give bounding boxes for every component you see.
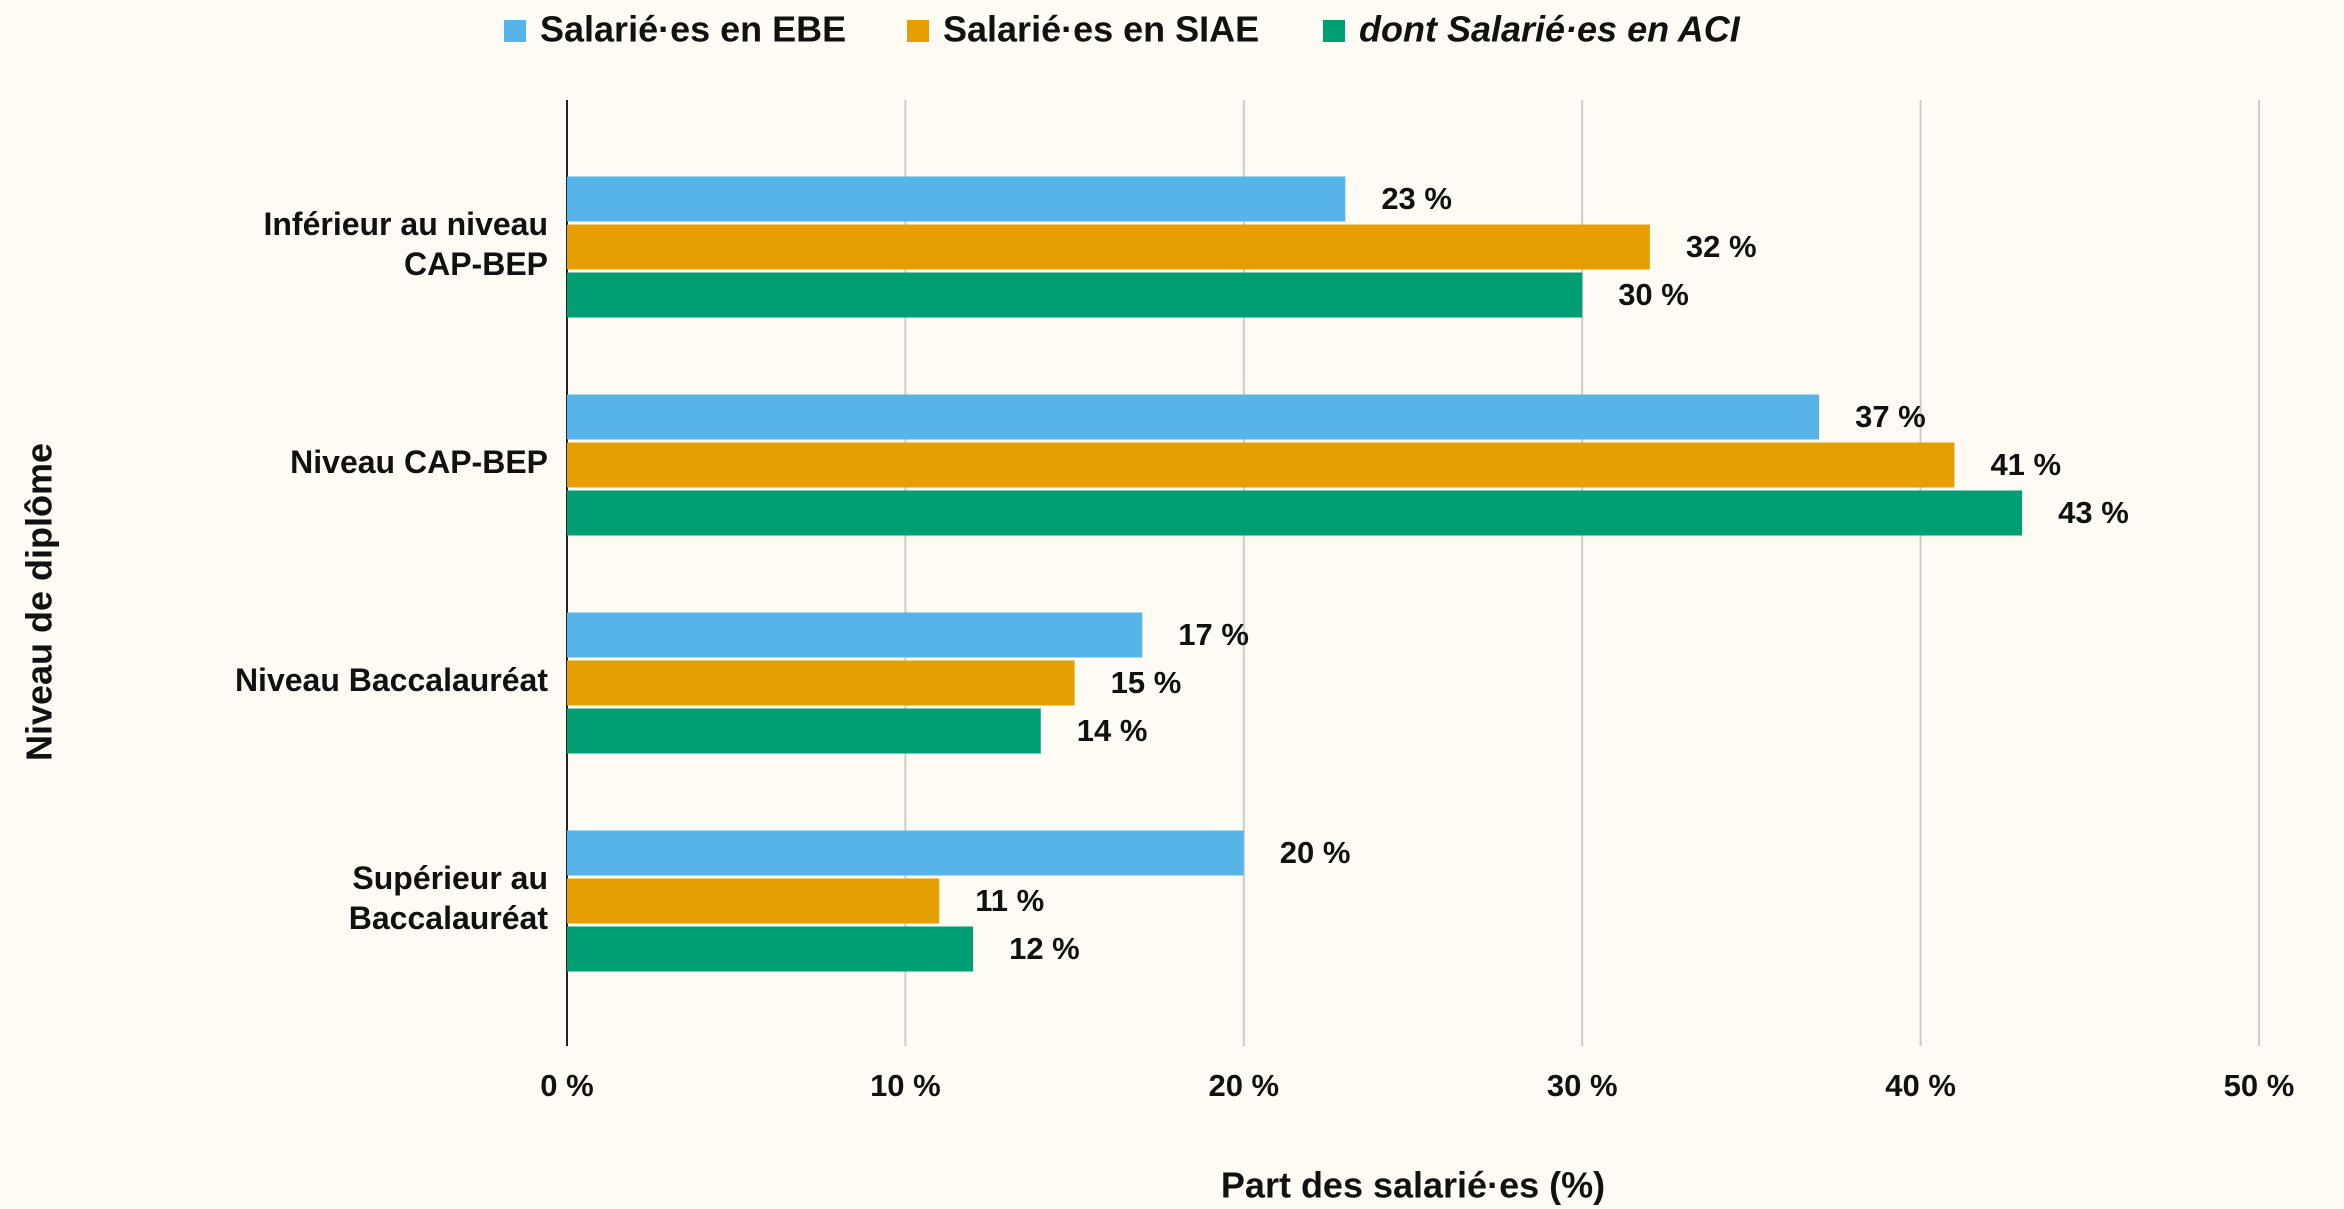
data-label: 37 % [1855, 399, 1926, 434]
y-tick-label-line: Niveau Baccalauréat [235, 662, 548, 698]
bar [567, 490, 2023, 536]
legend-swatch [907, 20, 929, 42]
bar [567, 394, 1820, 440]
legend-swatch [504, 20, 526, 42]
bar [567, 224, 1650, 270]
x-tick-label: 40 % [1885, 1068, 1956, 1103]
x-tick-label: 50 % [2224, 1068, 2295, 1103]
bar [567, 272, 1583, 318]
data-label: 14 % [1077, 713, 1148, 748]
legend-label: Salarié·es en EBE [540, 9, 846, 50]
data-label: 43 % [2058, 495, 2129, 530]
data-label: 20 % [1280, 835, 1351, 870]
data-label: 23 % [1381, 181, 1452, 216]
data-label: 12 % [1009, 931, 1080, 966]
legend-swatch [1323, 20, 1345, 42]
bar [567, 878, 940, 924]
bar [567, 442, 1955, 488]
y-axis-label: Niveau de diplôme [19, 443, 60, 761]
data-label: 11 % [975, 883, 1044, 918]
data-label: 32 % [1686, 229, 1757, 264]
x-tick-label: 10 % [870, 1068, 941, 1103]
x-tick-label: 30 % [1547, 1068, 1618, 1103]
legend-label: Salarié·es en SIAE [943, 9, 1259, 50]
y-tick-label: Supérieur au Baccalauréat [349, 860, 549, 936]
y-tick-label-line: Supérieur au [352, 860, 548, 896]
bar [567, 612, 1143, 658]
data-label: 30 % [1618, 277, 1689, 312]
y-tick-label: Niveau CAP-BEP [290, 444, 548, 480]
y-tick-label-line: Inférieur au niveau [263, 206, 548, 242]
y-tick-label: Niveau Baccalauréat [235, 662, 548, 698]
y-tick-label-line: Niveau CAP-BEP [290, 444, 548, 480]
data-label: 17 % [1178, 617, 1249, 652]
bar [567, 708, 1041, 754]
y-tick-label-line: CAP-BEP [404, 246, 548, 282]
bar [567, 926, 974, 972]
x-axis-label: Part des salarié·es (%) [1221, 1165, 1605, 1206]
bar [567, 176, 1346, 222]
x-tick-label: 0 % [540, 1068, 593, 1103]
x-tick-label: 20 % [1208, 1068, 1279, 1103]
data-label: 15 % [1111, 665, 1182, 700]
data-label: 41 % [1990, 447, 2061, 482]
legend-label: dont Salarié·es en ACI [1359, 9, 1741, 50]
bar [567, 660, 1075, 706]
y-tick-label: Inférieur au niveau CAP-BEP [263, 206, 548, 282]
y-tick-label-line: Baccalauréat [349, 900, 549, 936]
bar [567, 830, 1244, 876]
